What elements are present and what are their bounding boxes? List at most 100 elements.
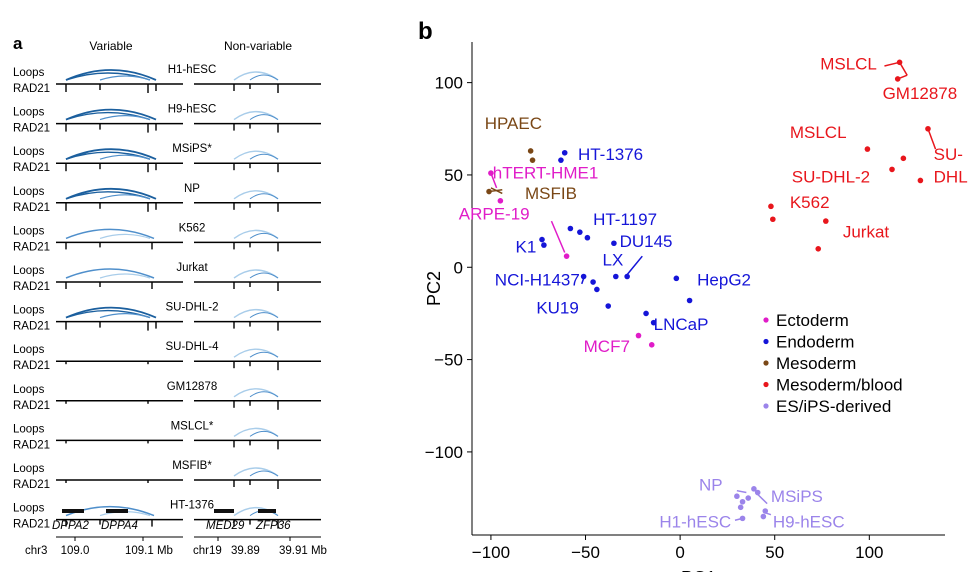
data-point-endoderm	[541, 242, 547, 248]
loop-arc	[249, 470, 279, 477]
chrom-label-right: chr19	[193, 545, 222, 557]
track-row: Loops RAD21 GM12878	[13, 381, 321, 412]
point-label: SU-DHL-2	[792, 167, 870, 186]
loop-arc	[249, 351, 279, 358]
x-tick-label: 50	[765, 543, 784, 562]
x-tick-label: 100	[855, 543, 883, 562]
rad21-track-label: RAD21	[13, 519, 50, 531]
gene-body-dppa4	[106, 509, 128, 513]
cell-line-name: SU-DHL-2	[165, 302, 218, 314]
rad21-track-label: RAD21	[13, 439, 50, 451]
point-label: MSiPS	[771, 487, 823, 506]
point-label: HepG2	[697, 271, 751, 290]
legend-label-endoderm: Endoderm	[776, 333, 854, 352]
loop-arc	[99, 115, 151, 121]
genome-axes: chr3 109.0 109.1 Mb chr19 39.89 39.91 Mb	[25, 536, 327, 557]
legend-label-blood: Mesoderm/blood	[776, 376, 903, 395]
loop-arc	[65, 187, 157, 200]
legend-marker-mesoderm	[763, 360, 769, 366]
x-tick-label: 0	[675, 543, 684, 562]
point-label: H1-hESC	[659, 513, 731, 532]
point-label: DHL-4	[934, 167, 968, 186]
data-point-blood	[770, 216, 776, 223]
data-point-endoderm	[624, 273, 630, 280]
genome-tick-label: 39.91 Mb	[279, 545, 327, 557]
data-point-endoderm	[561, 149, 568, 156]
genome-tick-label: 39.89	[231, 545, 260, 557]
point-label: HT-1376	[578, 145, 643, 164]
data-point-es	[751, 486, 757, 492]
data-point-es	[760, 513, 767, 520]
loops-track-label: Loops	[13, 265, 45, 277]
y-tick-label: −50	[434, 351, 463, 370]
legend-marker-es	[763, 403, 769, 409]
data-point-endoderm	[539, 236, 545, 243]
x-tick-label: −50	[571, 543, 600, 562]
point-label: Jurkat	[843, 223, 890, 242]
track-row: Loops RAD21 Jurkat	[13, 262, 321, 293]
gene-label: ZFP36	[255, 520, 291, 532]
loop-arc	[249, 272, 279, 279]
chrom-label-left: chr3	[25, 545, 47, 557]
cell-line-name: H9-hESC	[168, 104, 217, 116]
loop-arc	[65, 108, 157, 121]
label-connector	[757, 493, 768, 505]
rad21-track-label: RAD21	[13, 400, 50, 412]
track-rows: Loops RAD21 H1-hESC Loops RAD21 H9-hESC Loops R…	[13, 64, 321, 531]
column-header-nonvariable: Non-variable	[224, 39, 292, 53]
cell-line-name: MSiPS*	[172, 143, 212, 155]
rad21-track-label: RAD21	[13, 162, 50, 174]
point-labels: MSLCL GM12878 MSLCL SU- DHL-4 SU-DHL-2 K562 Jur…	[459, 55, 968, 532]
point-label: MSLCL	[790, 123, 847, 142]
data-point-es	[745, 495, 752, 501]
gene-label: DPPA2	[52, 520, 89, 532]
data-point-blood	[894, 76, 901, 82]
loop-arc	[249, 193, 279, 200]
loop-arc	[65, 268, 155, 279]
track-row: Loops RAD21 H1-hESC	[13, 64, 321, 95]
y-axis-label: PC2	[424, 271, 444, 306]
data-point-ectoderm	[635, 332, 642, 339]
point-label: GM12878	[883, 84, 958, 103]
data-point-endoderm	[686, 297, 693, 304]
rad21-track-label: RAD21	[13, 241, 50, 253]
loop-arc	[99, 154, 151, 160]
data-point-es	[739, 498, 746, 505]
cell-line-name: MSLCL*	[171, 420, 214, 432]
data-point-endoderm	[577, 229, 583, 235]
legend-label-es: ES/iPS-derived	[776, 397, 891, 416]
legend-marker-blood	[763, 381, 769, 388]
data-point-ectoderm	[563, 253, 570, 259]
point-label: MSFIB	[525, 184, 577, 203]
data-point-endoderm	[650, 319, 657, 326]
data-point-endoderm	[594, 286, 600, 293]
loop-arc	[249, 74, 279, 81]
loop-arc	[99, 273, 151, 279]
label-connector	[550, 220, 566, 253]
data-point-mesoderm	[486, 188, 492, 195]
column-header-variable: Variable	[89, 39, 132, 53]
x-axis-label: PC1	[681, 568, 716, 572]
loop-arc	[65, 306, 157, 319]
cell-line-name: SU-DHL-4	[165, 341, 219, 353]
genome-tick-label: 109.1 Mb	[125, 545, 173, 557]
label-connector	[490, 187, 503, 195]
track-row: Loops RAD21 MSiPS*	[13, 143, 321, 174]
loops-track-label: Loops	[13, 67, 45, 79]
rad21-track-label: RAD21	[13, 83, 50, 95]
pca-axes: −100 −50 0 50 100 −100 −50 0 50 100 PC2 PC1	[424, 42, 945, 572]
rad21-track-label: RAD21	[13, 123, 50, 135]
label-connector	[626, 255, 643, 276]
rad21-track-label: RAD21	[13, 321, 50, 333]
y-tick-label: 100	[435, 74, 463, 93]
data-point-endoderm	[567, 225, 574, 232]
panel-b-label: b	[418, 18, 433, 45]
gene-annotation-row: DPPA2 DPPA4 MED29 ZFP36	[52, 509, 291, 532]
loop-arc	[249, 114, 279, 121]
legend-label-mesoderm: Mesoderm	[776, 354, 856, 373]
x-tick-label: −100	[472, 543, 510, 562]
cell-line-name: K562	[179, 222, 206, 234]
point-label: NP	[699, 476, 723, 495]
data-point-endoderm	[673, 275, 680, 282]
loops-track-label: Loops	[13, 344, 45, 356]
